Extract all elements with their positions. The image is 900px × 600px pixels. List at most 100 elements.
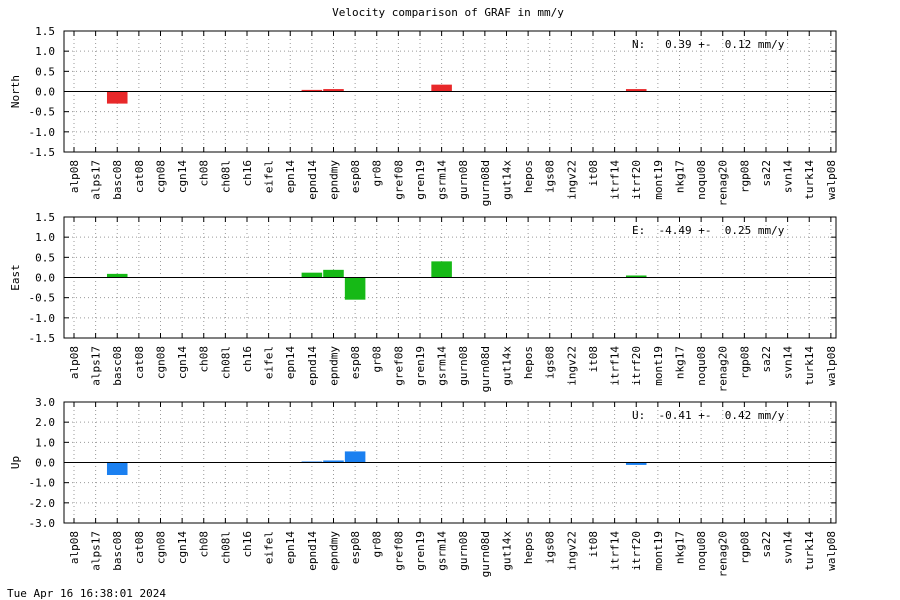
- plot-frame: [63, 401, 837, 524]
- x-tick-label: renag20: [717, 346, 730, 392]
- x-tick-label: gsrm14: [436, 160, 449, 200]
- x-tick-label: nkg17: [673, 160, 686, 193]
- x-tick-label: walp08: [825, 346, 838, 386]
- bar-basc08: [106, 462, 128, 476]
- timestamp-footer: Tue Apr 16 16:38:01 2024: [7, 587, 166, 600]
- x-tick-label: sa22: [760, 346, 773, 373]
- x-tick-label: epnd14: [306, 531, 319, 571]
- y-tick-label: 0.5: [35, 251, 55, 264]
- x-tick-label: gurn08: [457, 346, 470, 386]
- x-tick-label: gsrm14: [436, 531, 449, 571]
- x-tick-label: walp08: [825, 531, 838, 571]
- y-tick-label: 0.0: [35, 86, 55, 99]
- x-tick-label: mont19: [652, 346, 665, 386]
- y-tick-label: -0.5: [29, 292, 56, 305]
- bar-basc08: [106, 91, 128, 104]
- x-tick-label: esp08: [349, 160, 362, 193]
- x-tick-label: ch08l: [219, 531, 232, 564]
- y-tick-label: -0.5: [29, 106, 56, 119]
- y-tick-label: 1.0: [35, 45, 55, 58]
- x-tick-label: eifel: [263, 531, 276, 564]
- bar-itrf20: [625, 275, 647, 278]
- y-tick-label: 0.0: [35, 457, 55, 470]
- x-tick-label: igs08: [544, 531, 557, 564]
- x-tick-label: hepos: [522, 531, 535, 564]
- x-tick-label: gurn08d: [479, 346, 492, 392]
- x-tick-label: gren19: [414, 160, 427, 200]
- y-tick-label: 1.0: [35, 436, 55, 449]
- plot-frame: [63, 30, 837, 153]
- x-tick-label: epnd14: [306, 160, 319, 200]
- x-tick-label: epndmy: [327, 160, 340, 200]
- bar-epnd14: [301, 272, 323, 278]
- x-tick-label: eifel: [263, 160, 276, 193]
- x-tick-label: ch16: [241, 346, 254, 373]
- x-tick-label: gren19: [414, 346, 427, 386]
- x-tick-label: ingv22: [565, 346, 578, 386]
- x-tick-label: rgp08: [738, 160, 751, 193]
- x-tick-label: it08: [587, 531, 600, 558]
- bar-epnd14: [301, 461, 323, 463]
- x-tick-label: epndmy: [327, 346, 340, 386]
- x-tick-label: epnd14: [306, 346, 319, 386]
- y-tick-label: -2.0: [29, 497, 56, 510]
- x-tick-label: noqu08: [695, 531, 708, 571]
- x-tick-label: itrf14: [609, 160, 622, 200]
- x-tick-label: gurn08d: [479, 531, 492, 577]
- chart-panels: 1.5 1.0 0.5 0.0 -0.5 -1.0 -1.5 alp08 alps17 basc0…: [9, 25, 838, 577]
- x-tick-label: cat08: [133, 346, 146, 379]
- bar-epnd14: [301, 89, 323, 92]
- y-tick-label: 3.0: [35, 396, 55, 409]
- x-tick-label: renag20: [717, 160, 730, 206]
- x-tick-label: sa22: [760, 531, 773, 558]
- x-tick-label: esp08: [349, 346, 362, 379]
- x-tick-label: svn14: [782, 346, 795, 379]
- bar-esp08: [344, 277, 366, 300]
- x-tick-label: igs08: [544, 160, 557, 193]
- x-tick-label: alp08: [68, 346, 81, 379]
- x-tick-label: eifel: [263, 346, 276, 379]
- x-tick-label: gut14x: [500, 346, 513, 386]
- x-tick-label: ch16: [241, 160, 254, 187]
- x-tick-label: epn14: [284, 531, 297, 564]
- x-tick-label: gr08: [371, 531, 384, 558]
- x-tick-label: nkg17: [673, 346, 686, 379]
- x-tick-label: cgn08: [154, 160, 167, 193]
- y-tick-label: -1.5: [29, 332, 56, 345]
- x-tick-label: cgn08: [154, 346, 167, 379]
- x-tick-label: ch16: [241, 531, 254, 558]
- y-tick-label: 1.0: [35, 231, 55, 244]
- bar-epndmy: [323, 460, 344, 463]
- x-tick-label: ch08: [198, 531, 211, 558]
- bar-epndmy: [323, 269, 344, 278]
- x-tick-label: gut14x: [500, 531, 513, 571]
- x-tick-label: ch08l: [219, 346, 232, 379]
- y-tick-label: 1.5: [35, 25, 55, 38]
- x-tick-label: ch08l: [219, 160, 232, 193]
- bar-itrf20: [625, 462, 647, 465]
- velocity-annotation: E: -4.49 +- 0.25 mm/y: [632, 224, 785, 237]
- panel-east: 1.5 1.0 0.5 0.0 -0.5 -1.0 -1.5 alp08 alps17 basc0…: [9, 211, 838, 392]
- x-tick-label: ch08: [198, 160, 211, 187]
- x-tick-label: alp08: [68, 160, 81, 193]
- x-tick-label: it08: [587, 160, 600, 187]
- x-tick-label: gref08: [392, 531, 405, 571]
- x-tick-label: gurn08: [457, 531, 470, 571]
- x-tick-label: cgn14: [176, 346, 189, 379]
- x-tick-label: esp08: [349, 531, 362, 564]
- bar-basc08: [106, 273, 128, 278]
- x-tick-label: cgn14: [176, 531, 189, 564]
- x-tick-label: basc08: [111, 346, 124, 386]
- x-tick-label: turk14: [803, 531, 816, 571]
- y-tick-label: -1.0: [29, 312, 56, 325]
- x-tick-label: cgn14: [176, 160, 189, 193]
- x-tick-label: hepos: [522, 160, 535, 193]
- x-tick-label: itrf20: [630, 531, 643, 571]
- x-tick-label: cat08: [133, 531, 146, 564]
- y-tick-label: -1.5: [29, 146, 56, 159]
- x-tick-label: hepos: [522, 346, 535, 379]
- x-tick-label: itrf14: [609, 346, 622, 386]
- plot-frame: [63, 216, 837, 339]
- bar-gsrm14: [431, 84, 452, 92]
